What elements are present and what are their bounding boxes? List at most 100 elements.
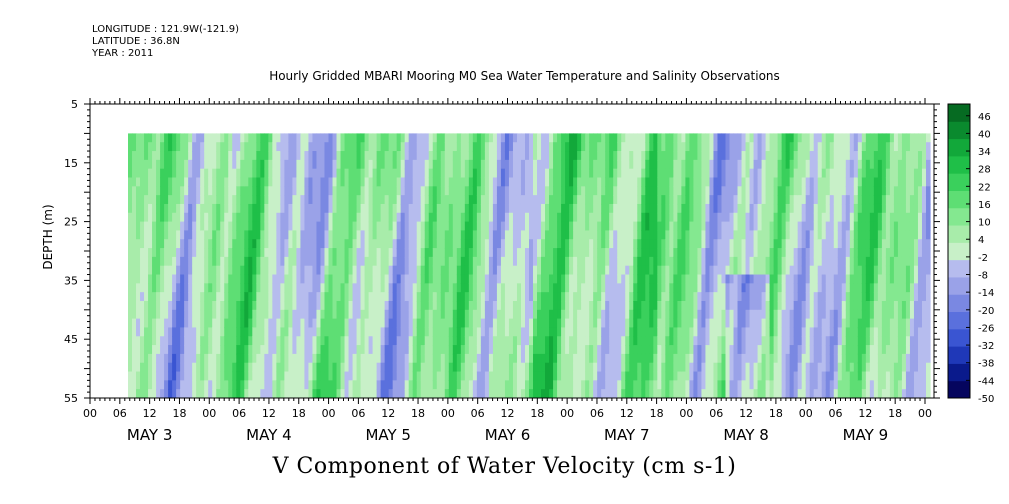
heatmap-cell bbox=[553, 230, 558, 240]
heatmap-cell bbox=[420, 239, 426, 249]
heatmap-cell bbox=[416, 353, 422, 364]
heatmap-cell bbox=[793, 230, 799, 240]
heatmap-cell bbox=[368, 336, 374, 346]
heatmap-cell bbox=[725, 177, 731, 187]
heatmap-cell bbox=[601, 371, 606, 381]
heatmap-cell bbox=[777, 221, 783, 232]
heatmap-cell bbox=[152, 151, 157, 161]
heatmap-cell bbox=[697, 159, 703, 170]
heatmap-cell bbox=[504, 265, 510, 276]
heatmap-cell bbox=[176, 292, 181, 302]
heatmap-cell bbox=[609, 239, 614, 249]
heatmap-cell bbox=[524, 248, 530, 258]
heatmap-cell bbox=[272, 300, 277, 311]
heatmap-cell bbox=[721, 221, 727, 232]
heatmap-cell bbox=[761, 265, 767, 276]
heatmap-cell bbox=[613, 151, 618, 161]
heatmap-cell bbox=[252, 248, 257, 258]
heatmap-cell bbox=[476, 380, 482, 390]
heatmap-cell bbox=[761, 300, 767, 311]
heatmap-cell bbox=[212, 274, 217, 284]
heatmap-cell bbox=[172, 159, 177, 170]
heatmap-cell bbox=[396, 195, 402, 205]
heatmap-cell bbox=[340, 239, 346, 249]
heatmap-cell bbox=[729, 159, 735, 170]
heatmap-cell bbox=[188, 380, 193, 390]
heatmap-cell bbox=[645, 142, 650, 152]
heatmap-cell bbox=[761, 353, 767, 364]
heatmap-cell bbox=[665, 265, 670, 276]
heatmap-cell bbox=[168, 336, 173, 346]
heatmap-cell bbox=[705, 327, 711, 337]
heatmap-cell bbox=[480, 151, 486, 161]
heatmap-cell bbox=[420, 283, 426, 293]
heatmap-cell bbox=[360, 265, 366, 276]
heatmap-cell bbox=[753, 353, 759, 364]
heatmap-cell bbox=[725, 389, 731, 398]
heatmap-cell bbox=[396, 362, 402, 373]
heatmap-cell bbox=[140, 186, 145, 196]
heatmap-cell bbox=[605, 256, 610, 267]
heatmap-cell bbox=[545, 195, 550, 205]
heatmap-cell bbox=[368, 292, 374, 302]
heatmap-cell bbox=[617, 353, 622, 364]
heatmap-cell bbox=[132, 327, 137, 337]
heatmap-cell bbox=[741, 265, 747, 276]
heatmap-cell bbox=[276, 203, 281, 214]
heatmap-cell bbox=[128, 265, 133, 276]
heatmap-cell bbox=[537, 336, 542, 346]
heatmap-cell bbox=[400, 327, 406, 337]
heatmap-cell bbox=[705, 177, 711, 187]
heatmap-cell bbox=[697, 265, 703, 276]
heatmap-cell bbox=[356, 292, 362, 302]
heatmap-cell bbox=[741, 380, 747, 390]
heatmap-cell bbox=[380, 186, 386, 196]
heatmap-cell bbox=[633, 283, 638, 293]
heatmap-cell bbox=[376, 221, 382, 232]
heatmap-cell bbox=[248, 371, 253, 381]
heatmap-cell bbox=[613, 345, 618, 355]
heatmap-cell bbox=[420, 221, 426, 232]
heatmap-cell bbox=[200, 309, 205, 320]
heatmap-cell bbox=[665, 345, 670, 355]
heatmap-cell bbox=[256, 248, 261, 258]
heatmap-cell bbox=[593, 300, 598, 311]
heatmap-cell bbox=[468, 362, 474, 373]
heatmap-cell bbox=[292, 168, 298, 179]
heatmap-cell bbox=[492, 230, 498, 240]
heatmap-cell bbox=[693, 274, 699, 284]
heatmap-cell bbox=[557, 221, 562, 232]
heatmap-cell bbox=[460, 230, 466, 240]
heatmap-cell bbox=[296, 274, 302, 284]
heatmap-cell bbox=[589, 221, 594, 232]
heatmap-cell bbox=[673, 362, 678, 373]
heatmap-cell bbox=[436, 389, 442, 398]
heatmap-cell bbox=[456, 380, 462, 390]
heatmap-cell bbox=[420, 177, 426, 187]
heatmap-cell bbox=[753, 203, 759, 214]
heatmap-cell bbox=[460, 256, 466, 267]
heatmap-cell bbox=[360, 168, 366, 179]
heatmap-cell bbox=[412, 353, 418, 364]
heatmap-cell bbox=[428, 283, 434, 293]
heatmap-cell bbox=[589, 353, 594, 364]
heatmap-cell bbox=[504, 353, 510, 364]
heatmap-cell bbox=[508, 362, 514, 373]
heatmap-cell bbox=[284, 300, 289, 311]
heatmap-cell bbox=[204, 283, 209, 293]
heatmap-cell bbox=[452, 274, 458, 284]
heatmap-cell bbox=[336, 133, 342, 143]
heatmap-cell bbox=[228, 186, 233, 196]
heatmap-cell bbox=[220, 336, 225, 346]
heatmap-cell bbox=[260, 283, 265, 293]
heatmap-cell bbox=[328, 230, 334, 240]
heatmap-cell bbox=[520, 300, 526, 311]
heatmap-cell bbox=[428, 336, 434, 346]
heatmap-cell bbox=[220, 203, 225, 214]
heatmap-cell bbox=[444, 142, 450, 152]
heatmap-cell bbox=[681, 292, 686, 302]
heatmap-cell bbox=[180, 186, 185, 196]
heatmap-cell bbox=[148, 221, 153, 232]
heatmap-cell bbox=[504, 186, 510, 196]
heatmap-cell bbox=[673, 177, 678, 187]
